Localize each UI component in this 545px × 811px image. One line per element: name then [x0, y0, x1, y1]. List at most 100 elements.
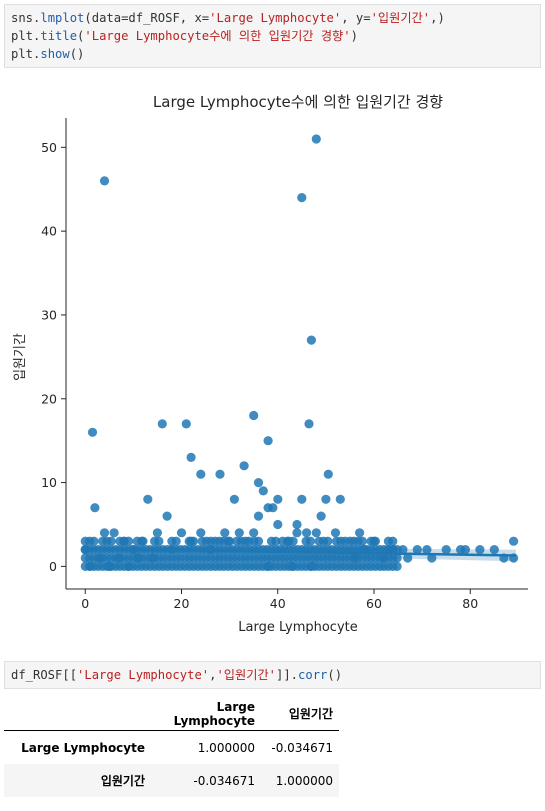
- y-tick-label: 30: [41, 307, 57, 322]
- data-point: [388, 545, 398, 555]
- code-token: , y=: [341, 11, 371, 25]
- data-point: [398, 545, 408, 555]
- data-point: [85, 561, 95, 571]
- data-point: [157, 419, 167, 429]
- data-point: [263, 561, 273, 571]
- table-header-row: Large Lymphocyte 입원기간: [4, 697, 339, 731]
- code-token: show: [40, 47, 70, 61]
- code-line: df_ROSF[['Large Lymphocyte','입원기간']].cor…: [11, 666, 534, 684]
- table-cell: 1.000000: [275, 773, 333, 788]
- data-point: [323, 469, 333, 479]
- x-axis-label: Large Lymphocyte: [238, 620, 358, 635]
- code-token: corr: [298, 668, 328, 682]
- data-point: [220, 528, 230, 538]
- data-point: [258, 486, 268, 496]
- code-line: sns.lmplot(data=df_ROSF, x='Large Lympho…: [11, 9, 534, 27]
- data-point: [335, 494, 345, 504]
- x-tick-label: 80: [462, 596, 478, 611]
- data-point: [253, 511, 264, 521]
- data-point: [508, 536, 519, 546]
- data-point: [306, 335, 316, 345]
- table-row: Large Lymphocyte 1.000000 -0.034671: [4, 731, 339, 765]
- data-point: [186, 452, 196, 462]
- data-point: [253, 478, 264, 488]
- y-tick-label: 10: [41, 475, 57, 490]
- data-point: [154, 536, 164, 546]
- data-point: [133, 553, 143, 563]
- x-tick-label: 0: [81, 596, 89, 611]
- code-token: 'Large Lymphocyte': [209, 11, 342, 25]
- data-point: [148, 553, 158, 563]
- code-token: '입원기간': [370, 11, 431, 25]
- data-point: [357, 536, 367, 546]
- code-cell-lmplot[interactable]: sns.lmplot(data=df_ROSF, x='Large Lympho…: [4, 4, 541, 68]
- row-label: Large Lymphocyte: [21, 740, 145, 755]
- data-point: [225, 536, 235, 546]
- table-row: 입원기간 -0.034671 1.000000: [4, 764, 339, 797]
- code-token: ): [350, 29, 358, 43]
- data-point: [106, 536, 116, 546]
- table-header-corner: [4, 697, 151, 731]
- data-point: [249, 528, 259, 538]
- data-point: [249, 410, 259, 421]
- data-point: [176, 528, 187, 538]
- data-point: [253, 536, 264, 546]
- data-point: [427, 553, 437, 563]
- data-point: [99, 528, 110, 538]
- data-point: [196, 469, 206, 479]
- data-point: [441, 545, 451, 555]
- data-point: [350, 553, 360, 563]
- data-point: [244, 536, 254, 546]
- code-token: (): [69, 47, 85, 61]
- data-point: [392, 553, 402, 563]
- correlation-table: Large Lymphocyte 입원기간 Large Lymphocyte 1…: [4, 697, 339, 797]
- data-point: [311, 528, 321, 538]
- data-point: [355, 528, 365, 538]
- y-tick-label: 20: [41, 391, 57, 406]
- data-point: [215, 469, 225, 479]
- code-token: ,: [209, 668, 217, 682]
- data-point: [403, 553, 413, 563]
- x-tick-label: 60: [366, 596, 382, 611]
- data-point: [287, 561, 297, 571]
- data-point: [330, 528, 341, 538]
- regression-line: [85, 547, 516, 557]
- code-token: (): [327, 668, 343, 682]
- chart-title: Large Lymphocyte수에 의한 입원기간 경향: [153, 93, 443, 111]
- data-point: [90, 503, 100, 513]
- code-token: ]].: [276, 668, 299, 682]
- data-point: [152, 528, 162, 538]
- data-point: [138, 536, 148, 546]
- data-point: [162, 511, 172, 521]
- data-point: [109, 528, 119, 538]
- data-point: [263, 436, 273, 446]
- code-token: sns.: [11, 11, 41, 25]
- code-token: 'Large Lymphocyte': [77, 668, 210, 682]
- code-cell-corr[interactable]: df_ROSF[['Large Lymphocyte','입원기간']].cor…: [4, 661, 541, 689]
- data-point: [210, 536, 220, 546]
- data-point: [273, 519, 283, 530]
- data-point: [104, 561, 114, 571]
- data-point: [271, 536, 281, 546]
- code-token: title: [40, 29, 78, 43]
- data-point: [316, 511, 326, 521]
- code-token: df_ROSF[[: [11, 668, 78, 682]
- data-point: [388, 536, 398, 546]
- data-point: [234, 528, 244, 538]
- code-token: '입원기간': [216, 668, 276, 682]
- y-tick-label: 40: [41, 224, 57, 239]
- data-point: [273, 494, 283, 504]
- data-point: [412, 545, 422, 555]
- table-header-cell: 입원기간: [261, 697, 339, 731]
- data-point: [297, 494, 307, 504]
- data-point: [114, 553, 124, 563]
- data-point: [297, 193, 307, 203]
- scatter-plot: Large Lymphocyte수에 의한 입원기간 경향 0 20 40 60 800…: [13, 93, 528, 635]
- data-point: [186, 536, 196, 546]
- data-point: [292, 519, 302, 530]
- data-point: [305, 536, 316, 546]
- code-token: plt.: [11, 47, 41, 61]
- y-tick-label: 50: [41, 140, 57, 155]
- data-point: [292, 528, 302, 538]
- code-token: (: [77, 29, 85, 43]
